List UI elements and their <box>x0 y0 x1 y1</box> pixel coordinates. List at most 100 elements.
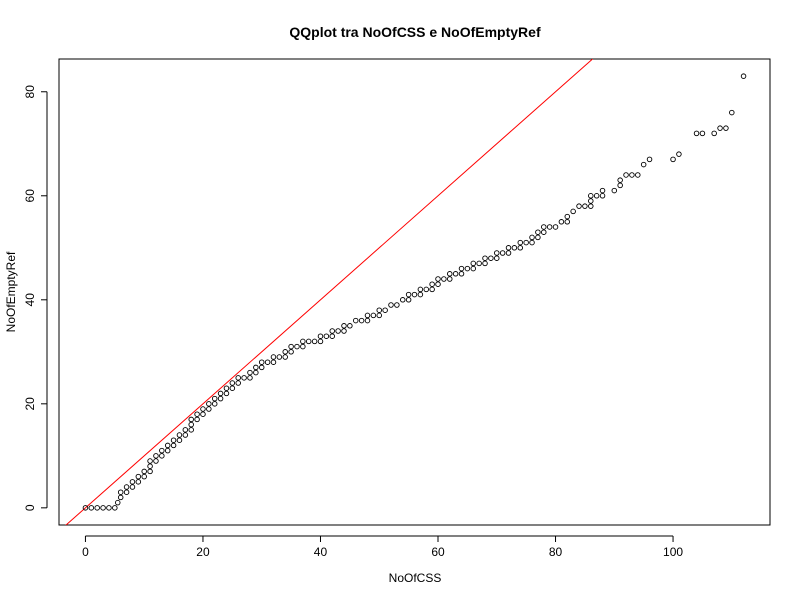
data-point <box>517 239 524 246</box>
data-point <box>270 354 277 360</box>
data-point <box>723 125 729 131</box>
data-point <box>458 271 465 277</box>
plot-frame <box>58 58 771 526</box>
y-axis: 0 20 40 60 80 <box>23 85 48 511</box>
data-point <box>529 234 535 241</box>
data-point <box>505 245 512 251</box>
data-point <box>206 401 212 407</box>
data-point <box>141 468 147 475</box>
data-point <box>300 343 306 350</box>
data-point <box>447 276 453 282</box>
data-point <box>211 395 218 402</box>
data-point <box>435 276 441 282</box>
data-point <box>317 338 324 345</box>
data-point <box>599 193 606 199</box>
data-point <box>276 354 283 360</box>
data-point <box>176 432 183 438</box>
data-point <box>699 130 706 137</box>
data-point <box>399 297 406 303</box>
data-point <box>464 265 471 272</box>
data-point <box>693 130 700 137</box>
x-tick-label: 20 <box>196 545 210 559</box>
data-point <box>564 213 571 220</box>
data-point <box>599 187 606 194</box>
data-point <box>499 250 506 256</box>
data-point <box>264 359 271 365</box>
data-point <box>147 458 153 464</box>
data-points-layer <box>82 73 747 511</box>
data-point <box>376 312 382 319</box>
data-point <box>347 323 353 329</box>
data-point <box>94 505 100 511</box>
data-point <box>611 187 618 194</box>
data-point <box>482 255 488 261</box>
data-point <box>535 234 541 241</box>
data-point <box>429 281 435 287</box>
data-point <box>541 229 547 235</box>
data-point <box>364 317 371 324</box>
data-point <box>200 411 206 417</box>
y-tick-label: 60 <box>23 189 37 203</box>
data-point <box>352 317 359 324</box>
data-point <box>523 239 529 246</box>
data-point <box>258 359 265 365</box>
data-point <box>253 369 259 376</box>
data-point <box>388 302 394 308</box>
data-point <box>329 328 335 334</box>
data-point <box>405 297 412 303</box>
data-point <box>541 224 547 230</box>
data-point <box>217 395 224 402</box>
data-point <box>311 338 318 345</box>
reference-line-layer <box>65 59 594 525</box>
data-point <box>288 349 294 355</box>
data-point <box>176 437 183 443</box>
data-point <box>241 375 247 381</box>
data-point <box>247 375 253 381</box>
data-point <box>323 333 330 339</box>
data-point <box>535 229 541 235</box>
data-point <box>740 73 747 79</box>
data-point <box>564 219 571 225</box>
data-point <box>558 219 565 225</box>
data-point <box>164 447 171 454</box>
y-tick-label: 40 <box>23 293 37 307</box>
data-point <box>182 432 189 438</box>
data-point <box>470 260 477 267</box>
data-point <box>529 239 535 246</box>
data-point <box>470 265 477 272</box>
x-tick-label: 60 <box>431 545 445 559</box>
x-tick-label: 100 <box>663 545 683 559</box>
data-point <box>229 385 236 391</box>
x-tick-label: 40 <box>314 545 328 559</box>
data-point <box>188 416 194 423</box>
data-point <box>452 271 459 277</box>
reference-line <box>65 59 594 525</box>
data-point <box>441 276 447 282</box>
data-point <box>358 317 365 324</box>
data-point <box>258 364 265 371</box>
data-point <box>106 505 112 511</box>
data-point <box>141 473 147 480</box>
x-axis-label: NoOfCSS <box>389 571 442 585</box>
data-point <box>717 125 723 131</box>
data-point <box>129 484 136 490</box>
data-point <box>423 286 430 293</box>
data-point <box>447 271 453 277</box>
data-point <box>494 255 500 261</box>
data-point <box>494 250 500 256</box>
data-point <box>135 473 142 480</box>
data-point <box>288 343 294 350</box>
data-point <box>170 442 177 449</box>
x-tick-label: 80 <box>549 545 563 559</box>
data-point <box>159 453 165 459</box>
data-point <box>593 193 600 199</box>
data-point <box>576 203 582 209</box>
data-point <box>329 333 335 339</box>
data-point <box>505 250 512 256</box>
data-point <box>206 406 212 412</box>
data-point <box>588 198 594 204</box>
data-point <box>211 401 218 407</box>
data-point <box>188 421 194 428</box>
data-point <box>482 260 488 267</box>
